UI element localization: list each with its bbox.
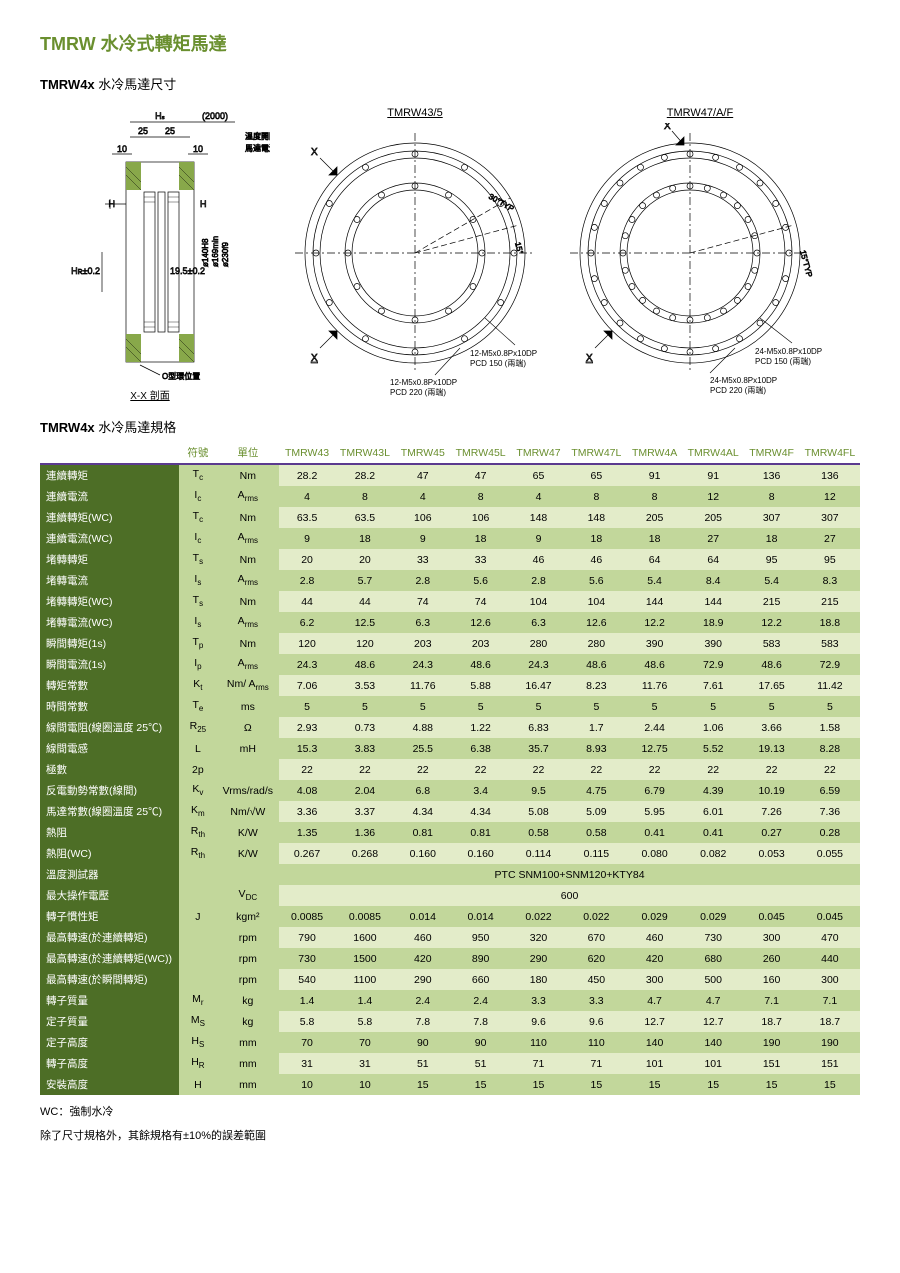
spec-subtitle: TMRW4x 水冷馬達規格	[40, 417, 860, 436]
svg-text:X: X	[586, 353, 593, 364]
front-view-a: TMRW43/5 30°TYP 15° X X	[280, 107, 550, 401]
svg-text:10: 10	[117, 144, 127, 154]
diagram-area: Hₛ (2000) 25 25 10 10 溫度開關線 馬達電源線	[40, 107, 860, 407]
svg-text:Hₛ: Hₛ	[155, 111, 165, 121]
table-row: 連續電流(WC)IcArms91891891818271827	[40, 528, 860, 549]
col-header: TMRW4FL	[800, 442, 860, 464]
table-row: 定子質量MSkg5.85.87.87.89.69.612.712.718.718…	[40, 1011, 860, 1032]
svg-text:PCD 150 (兩端): PCD 150 (兩端)	[470, 358, 526, 368]
table-row: 熱阻RthK/W1.351.360.810.810.580.580.410.41…	[40, 822, 860, 843]
col-header: TMRW4F	[743, 442, 799, 464]
table-row: 最高轉速(於連續轉矩)rpm79016004609503206704607303…	[40, 927, 860, 948]
table-row: 轉子高度HRmm313151517171101101151151	[40, 1053, 860, 1074]
table-row: 轉矩常數KtNm/ Arms7.063.5311.765.8816.478.23…	[40, 675, 860, 696]
svg-text:PCD 220 (兩端): PCD 220 (兩端)	[390, 387, 446, 397]
table-row: 線間電感LmH15.33.8325.56.3835.78.9312.755.52…	[40, 738, 860, 759]
table-row: 安裝高度Hmm10101515151515151515	[40, 1074, 860, 1095]
col-header: TMRW45L	[451, 442, 511, 464]
table-row: 堵轉電流IsArms2.85.72.85.62.85.65.48.45.48.3	[40, 570, 860, 591]
svg-text:X: X	[311, 147, 318, 158]
svg-text:15°TYP: 15°TYP	[798, 249, 814, 278]
footer-tolerance: 除了尺寸規格外，其餘規格有±10%的誤差範圍	[40, 1127, 860, 1143]
table-row: 溫度測試器PTC SNM100+SNM120+KTY84	[40, 864, 860, 885]
table-row: 馬達常數(線圈溫度 25℃)KmNm/√W3.363.374.344.345.0…	[40, 801, 860, 822]
col-header: 單位	[217, 442, 279, 464]
table-row: 連續轉矩(WC)TcNm63.563.510610614814820520530…	[40, 507, 860, 528]
svg-text:ø169min: ø169min	[211, 236, 220, 267]
table-row: 最高轉速(於連續轉矩(WC))rpm7301500420890290620420…	[40, 948, 860, 969]
front-view-b: TMRW47/A/F 15°TYP X X 24-M5x0.8Px10DP	[560, 107, 840, 401]
col-header: TMRW47L	[566, 442, 626, 464]
svg-text:30°TYP: 30°TYP	[487, 192, 515, 214]
table-row: 堵轉轉矩TsNm20203333464664649595	[40, 549, 860, 570]
subtitle-model: TMRW4x	[40, 77, 95, 92]
spec-model: TMRW4x	[40, 420, 95, 435]
col-header: TMRW47	[511, 442, 567, 464]
table-row: 線間電阻(線圈溫度 25℃)R25Ω2.930.734.881.226.831.…	[40, 717, 860, 738]
table-row: 最高轉速(於瞬間轉矩)rpm54011002906601804503005001…	[40, 969, 860, 990]
section-drawing: Hₛ (2000) 25 25 10 10 溫度開關線 馬達電源線	[40, 107, 270, 407]
svg-text:PCD 150 (兩端): PCD 150 (兩端)	[755, 356, 811, 366]
svg-text:PCD 220 (兩端): PCD 220 (兩端)	[710, 385, 766, 395]
svg-text:ø230f9: ø230f9	[221, 242, 230, 267]
svg-text:10: 10	[193, 144, 203, 154]
view-a-label: TMRW43/5	[280, 107, 550, 119]
table-row: 連續電流IcArms484848812812	[40, 486, 860, 507]
col-header: TMRW43L	[335, 442, 395, 464]
table-row: 瞬間電流(1s)IpArms24.348.624.348.624.348.648…	[40, 654, 860, 675]
table-row: 最大操作電壓VDC600	[40, 885, 860, 906]
col-header: 符號	[179, 442, 216, 464]
svg-text:25: 25	[138, 126, 148, 136]
svg-text:Hʀ±0.2: Hʀ±0.2	[71, 266, 100, 276]
svg-text:12-M5x0.8Px10DP: 12-M5x0.8Px10DP	[470, 349, 537, 358]
svg-text:24-M5x0.8Px10DP: 24-M5x0.8Px10DP	[755, 347, 822, 356]
table-row: 轉子質量Mrkg1.41.42.42.43.33.34.74.77.17.1	[40, 990, 860, 1011]
col-header: TMRW4A	[626, 442, 683, 464]
table-row: 堵轉轉矩(WC)TsNm44447474104104144144215215	[40, 591, 860, 612]
table-row: 反電動勢常數(線間)KvVrms/rad/s4.082.046.83.49.54…	[40, 780, 860, 801]
svg-text:O型環位置: O型環位置	[162, 371, 200, 381]
table-row: 定子高度HSmm70709090110110140140190190	[40, 1032, 860, 1053]
svg-text:溫度開關線: 溫度開關線	[245, 131, 270, 141]
svg-text:25: 25	[165, 126, 175, 136]
svg-text:ø140H8: ø140H8	[201, 238, 210, 267]
svg-text:H: H	[200, 199, 207, 209]
col-header: TMRW45	[395, 442, 451, 464]
svg-text:馬達電源線: 馬達電源線	[245, 143, 270, 153]
page-title: TMRW 水冷式轉矩馬達	[40, 30, 860, 56]
view-b-label: TMRW47/A/F	[560, 107, 840, 119]
table-row: 極數2p22222222222222222222	[40, 759, 860, 780]
svg-text:(2000): (2000)	[202, 111, 228, 121]
table-row: 堵轉電流(WC)IsArms6.212.56.312.66.312.612.21…	[40, 612, 860, 633]
svg-text:X-X 剖面: X-X 剖面	[130, 389, 169, 402]
svg-text:12-M5x0.8Px10DP: 12-M5x0.8Px10DP	[390, 378, 457, 387]
svg-text:24-M5x0.8Px10DP: 24-M5x0.8Px10DP	[710, 376, 777, 385]
svg-text:X: X	[311, 353, 318, 364]
svg-text:X: X	[664, 123, 671, 132]
col-header: TMRW43	[279, 442, 335, 464]
col-header: TMRW4AL	[683, 442, 744, 464]
dimension-subtitle: TMRW4x 水冷馬達尺寸	[40, 74, 860, 93]
footer-wc: WC：強制水冷	[40, 1103, 860, 1119]
spec-text: 水冷馬達規格	[95, 420, 177, 435]
table-row: 時間常數Tems5555555555	[40, 696, 860, 717]
table-row: 連續轉矩TcNm28.228.2474765659191136136	[40, 464, 860, 486]
svg-text:19.5±0.2: 19.5±0.2	[170, 266, 205, 276]
table-row: 轉子慣性矩Jkgm²0.00850.00850.0140.0140.0220.0…	[40, 906, 860, 927]
spec-table: 符號單位TMRW43TMRW43LTMRW45TMRW45LTMRW47TMRW…	[40, 442, 860, 1095]
subtitle-text: 水冷馬達尺寸	[95, 77, 177, 92]
table-row: 瞬間轉矩(1s)TpNm1201202032032802803903905835…	[40, 633, 860, 654]
table-row: 熱阻(WC)RthK/W0.2670.2680.1600.1600.1140.1…	[40, 843, 860, 864]
